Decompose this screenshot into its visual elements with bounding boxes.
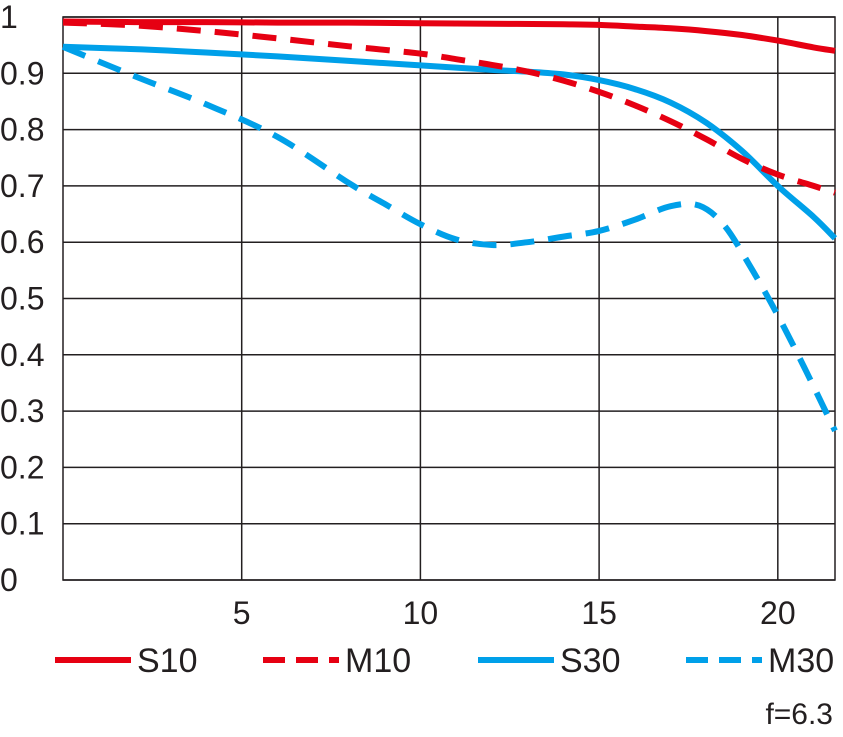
y-tick-label: 0.4: [0, 337, 44, 373]
aperture-annotation: f=6.3: [765, 698, 833, 731]
x-tick-label: 10: [403, 595, 439, 631]
y-tick-label: 0.8: [0, 112, 44, 148]
legend-label-m10: M10: [345, 642, 411, 680]
grid: [62, 16, 836, 581]
legend-label-s30: S30: [560, 642, 621, 680]
series-line-s10: [62, 18, 836, 54]
series-line-m10: [62, 19, 836, 196]
legend-label-m30: M30: [768, 642, 834, 680]
x-tick-label: 5: [233, 595, 251, 631]
y-tick-label: 0.5: [0, 281, 44, 317]
y-tick-label: 0.1: [0, 506, 44, 542]
series-line-s30: [62, 43, 838, 241]
x-tick-label: 20: [760, 595, 796, 631]
series-line-m30: [61, 44, 838, 433]
x-tick-label: 15: [581, 595, 617, 631]
y-tick-label: 1: [0, 0, 18, 35]
y-tick-label: 0.2: [0, 449, 44, 485]
legend: S10 M10 S30 M30: [55, 642, 834, 680]
y-tick-label: 0.7: [0, 168, 44, 204]
x-tick-labels: 5 10 15 20: [233, 595, 796, 631]
series-lines: [61, 18, 838, 433]
y-tick-label: 0.3: [0, 393, 44, 429]
y-tick-label: 0: [0, 562, 18, 598]
legend-label-s10: S10: [137, 642, 198, 680]
plot-frame: [62, 16, 836, 581]
y-tick-label: 0.6: [0, 224, 44, 260]
y-tick-label: 0.9: [0, 55, 44, 91]
y-tick-labels: 0 0.1 0.2 0.3 0.4 0.5 0.6 0.7 0.8 0.9 1: [0, 0, 44, 598]
